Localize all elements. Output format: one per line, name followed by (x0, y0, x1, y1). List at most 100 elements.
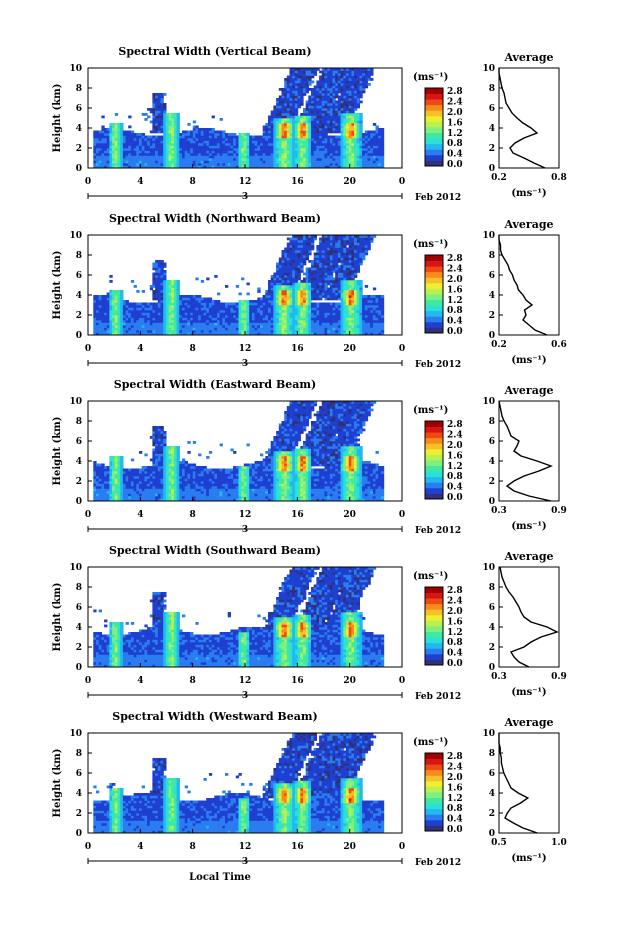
heatmap-cell (276, 270, 280, 273)
heatmap-cell (260, 327, 264, 331)
heatmap-cell (195, 138, 199, 141)
heatmap-cell (313, 327, 317, 331)
heatmap-cell (144, 135, 148, 139)
heatmap-cell (324, 330, 328, 333)
heatmap-cell (305, 327, 309, 331)
heatmap-cell (268, 135, 272, 139)
heatmap-cell (378, 165, 382, 169)
heatmap-cell (346, 105, 350, 109)
heatmap-cell (308, 297, 312, 301)
heatmap-cell (362, 138, 366, 141)
heatmap-cell (348, 327, 352, 331)
heatmap-cell (297, 240, 301, 243)
heatmap-cell (308, 118, 312, 121)
heatmap-cell (359, 68, 363, 71)
heatmap-cell (327, 292, 331, 296)
heatmap-cell (308, 295, 312, 298)
heatmap-cell (281, 140, 285, 144)
heatmap-cell (192, 148, 197, 151)
profile-y-tick-label: 8 (489, 84, 495, 94)
heatmap-cell (378, 155, 382, 159)
heatmap-cell (359, 325, 363, 328)
heatmap-cell (265, 150, 269, 154)
heatmap-cell (348, 105, 352, 109)
heatmap-cell (364, 153, 369, 156)
heatmap-cell (122, 332, 127, 336)
heatmap-cell (128, 133, 132, 136)
heatmap-cell (125, 302, 129, 306)
colorbar-swatch (425, 99, 443, 106)
heatmap-cell (297, 257, 301, 261)
colorbar-tick-label: 0.8 (447, 139, 463, 149)
heatmap-cell (203, 160, 207, 164)
heatmap-cell (300, 120, 304, 124)
heatmap-cell (217, 327, 221, 331)
heatmap-cell (327, 260, 331, 263)
heatmap-cell (112, 150, 116, 154)
heatmap-cell (359, 322, 363, 326)
heatmap-cell (273, 118, 277, 121)
heatmap-cell (243, 317, 248, 321)
heatmap-cell (128, 140, 132, 144)
heatmap-cell (332, 70, 336, 74)
heatmap-cell (133, 145, 137, 149)
heatmap-cell (198, 160, 202, 164)
heatmap-cell (329, 158, 334, 161)
heatmap-cell (294, 153, 299, 156)
heatmap-cell (356, 68, 360, 71)
heatmap-cell (214, 315, 218, 318)
heatmap-cell (173, 312, 178, 316)
heatmap-cell (362, 320, 366, 323)
heatmap-cell (278, 148, 283, 151)
heatmap-cell (141, 332, 145, 336)
heatmap-cell (346, 282, 350, 286)
heatmap-cell (160, 150, 164, 154)
heatmap-cell (217, 307, 221, 311)
heatmap-cell (120, 133, 124, 136)
heatmap-cell (179, 330, 183, 333)
heatmap-cell (278, 322, 283, 326)
heatmap-cell (214, 160, 218, 164)
heatmap-cell (171, 135, 175, 139)
heatmap-cell (337, 113, 342, 116)
heatmap-cell (198, 138, 202, 141)
heatmap-cell (246, 307, 250, 311)
heatmap-cell (96, 297, 100, 301)
heatmap-cell (128, 310, 132, 313)
heatmap-cell (179, 158, 183, 161)
heatmap-cell (297, 100, 301, 104)
heatmap-cell (171, 163, 175, 166)
heatmap-cell (149, 310, 154, 313)
heatmap-cell (300, 70, 304, 74)
heatmap-cell (246, 332, 250, 336)
heatmap-cell (297, 125, 301, 129)
heatmap-cell (297, 93, 301, 96)
heatmap-cell (184, 165, 188, 169)
heatmap-cell (157, 327, 162, 331)
heatmap-cell (152, 302, 156, 306)
heatmap-cell (348, 155, 352, 159)
heatmap-cell (319, 80, 323, 84)
heatmap-cell (351, 98, 355, 101)
heatmap-cell (348, 325, 352, 328)
heatmap-cell (340, 138, 344, 141)
heatmap-cell (109, 310, 113, 313)
heatmap-cell (98, 150, 102, 154)
heatmap-cell (364, 145, 369, 149)
heatmap-cell (157, 140, 162, 144)
heatmap-cell (356, 245, 360, 248)
heatmap-cell (372, 148, 377, 151)
heatmap-cell (329, 282, 334, 286)
heatmap-cell (311, 70, 315, 74)
heatmap-cell (375, 163, 379, 166)
heatmap-cell (348, 237, 352, 241)
heatmap-cell (262, 160, 266, 164)
heatmap-cell (276, 317, 280, 321)
heatmap-cell (284, 260, 288, 263)
heatmap-cell (294, 267, 299, 271)
heatmap-cell (249, 330, 253, 333)
heatmap-cell (106, 297, 110, 301)
heatmap-cell (354, 95, 358, 99)
heatmap-cell (192, 165, 197, 169)
x-tick-label: 20 (343, 177, 356, 187)
